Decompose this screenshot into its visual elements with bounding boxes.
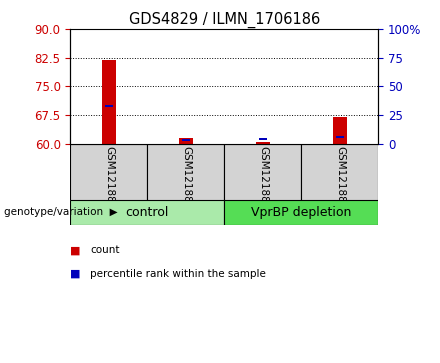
Text: percentile rank within the sample: percentile rank within the sample [90, 269, 266, 279]
Text: ■: ■ [70, 245, 81, 256]
Bar [70, 144, 147, 200]
Bar [301, 144, 378, 200]
Text: GSM1218853: GSM1218853 [258, 146, 268, 216]
Bar [259, 138, 267, 140]
Bar [182, 139, 190, 141]
Text: GSM1218852: GSM1218852 [104, 146, 114, 216]
Bar [147, 144, 224, 200]
Title: GDS4829 / ILMN_1706186: GDS4829 / ILMN_1706186 [129, 12, 320, 28]
Bar [102, 60, 116, 144]
Bar [336, 135, 344, 138]
Text: GSM1218854: GSM1218854 [181, 146, 191, 216]
Text: genotype/variation  ▶: genotype/variation ▶ [4, 207, 118, 217]
Text: control: control [126, 206, 169, 219]
Bar [224, 200, 378, 225]
Bar [256, 142, 270, 144]
Bar [70, 200, 224, 225]
Text: count: count [90, 245, 120, 256]
Text: ■: ■ [70, 269, 81, 279]
Bar [105, 105, 113, 107]
Text: VprBP depletion: VprBP depletion [251, 206, 352, 219]
Text: GSM1218855: GSM1218855 [335, 146, 345, 216]
Bar [333, 117, 347, 144]
Bar [179, 138, 193, 144]
Bar [224, 144, 301, 200]
